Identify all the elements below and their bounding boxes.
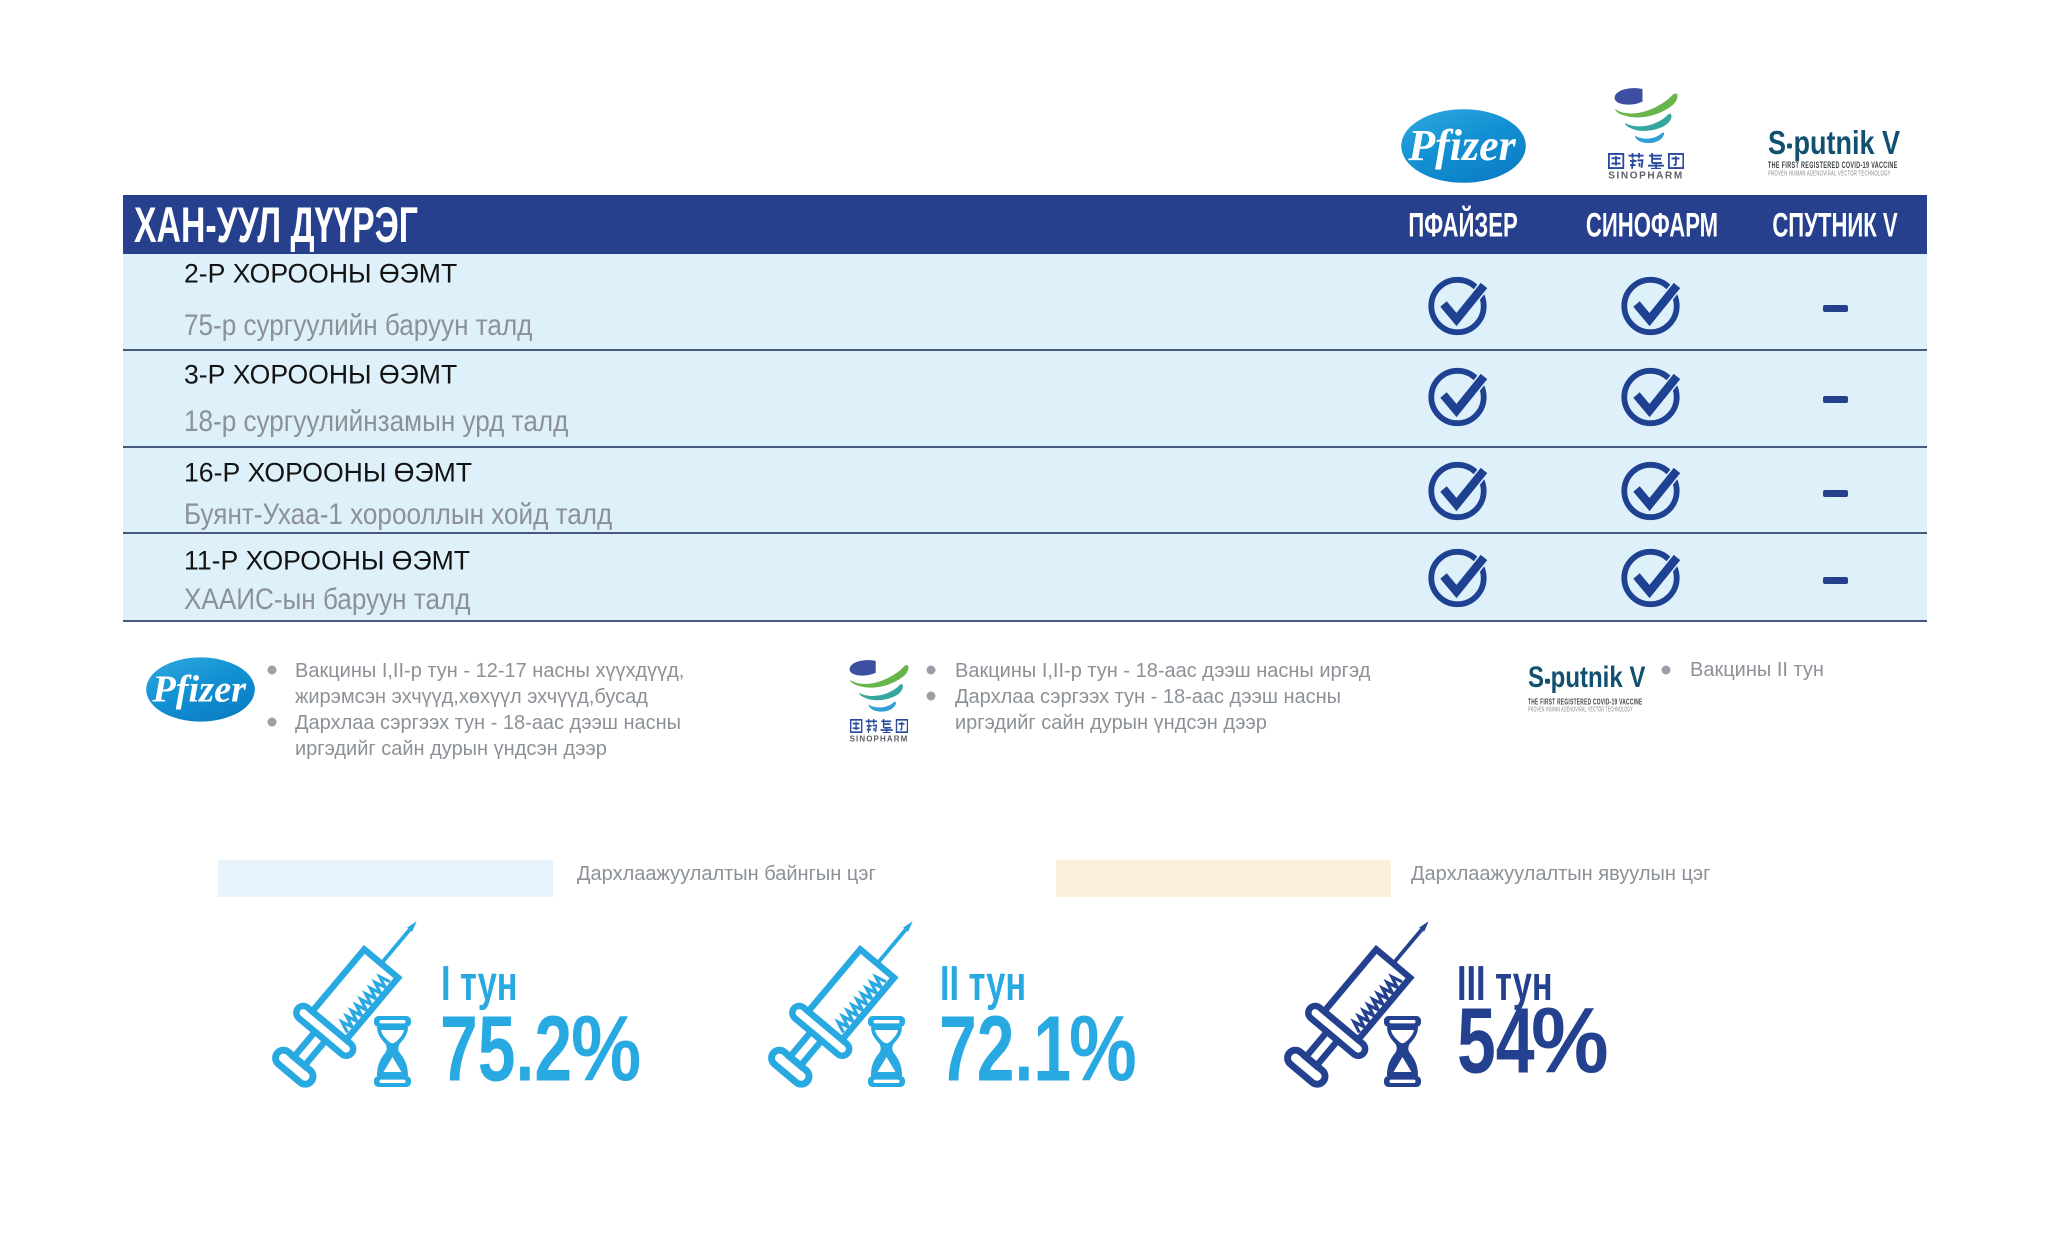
svg-text:Pfizer: Pfizer bbox=[1407, 121, 1516, 170]
svg-text:Pfizer: Pfizer bbox=[151, 669, 247, 711]
